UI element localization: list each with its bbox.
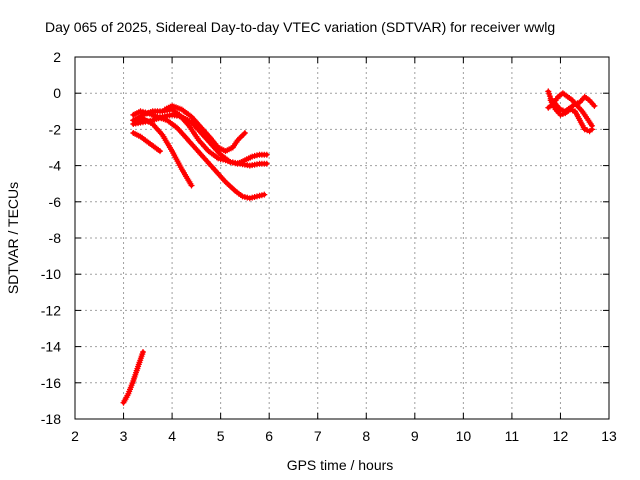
y-tick-label: -16 [41,375,61,391]
y-tick-label: -12 [41,302,61,318]
y-tick-label: -18 [41,411,61,427]
data-point-marker [589,126,595,133]
series-layer [120,88,598,406]
y-tick-label: -14 [41,339,61,355]
y-tick-label: -4 [49,158,62,174]
x-tick-label: 3 [120,428,128,444]
chart-title: Day 065 of 2025, Sidereal Day-to-day VTE… [45,19,555,35]
x-tick-label: 12 [553,428,569,444]
data-point-marker [261,191,268,198]
x-tick-label: 2 [71,428,79,444]
x-tick-label: 6 [265,428,273,444]
y-tick-label: 0 [53,85,61,101]
data-point-marker [188,182,195,189]
tick-label-layer: 2 3 4 5 6 7 8 9 10 11 12 13 2 0 -2 -4 -6 -8 -10 -12 -14 -16 -1… [41,49,617,444]
y-tick-label: -2 [49,121,62,137]
x-tick-label: 8 [362,428,370,444]
y-tick-label: -6 [49,194,62,210]
data-series-track-e [130,111,270,169]
x-tick-label: 10 [456,428,472,444]
grid-layer [75,57,609,419]
data-point-marker [591,102,598,109]
data-point-marker [263,160,270,167]
data-series-track-f [130,130,163,155]
data-point-marker [140,349,146,355]
data-series-track-g [120,349,146,406]
y-axis-title: SDTVAR / TECUs [5,182,21,294]
x-tick-label: 13 [601,428,617,444]
data-series-track-j [547,97,595,135]
data-series-track-d [161,102,248,155]
x-axis-title: GPS time / hours [287,457,394,473]
y-tick-label: 2 [53,49,61,65]
x-tick-label: 5 [217,428,225,444]
y-tick-label: -8 [49,230,62,246]
x-tick-label: 4 [168,428,176,444]
x-tick-label: 7 [314,428,322,444]
x-tick-label: 11 [505,428,520,444]
data-point-marker [157,148,163,155]
data-point-marker [241,130,248,136]
data-point-marker [263,151,270,158]
x-tick-label: 9 [411,428,419,444]
tick-layer [74,56,610,420]
y-tick-label: -10 [41,266,61,282]
data-series-track-a [130,108,268,202]
